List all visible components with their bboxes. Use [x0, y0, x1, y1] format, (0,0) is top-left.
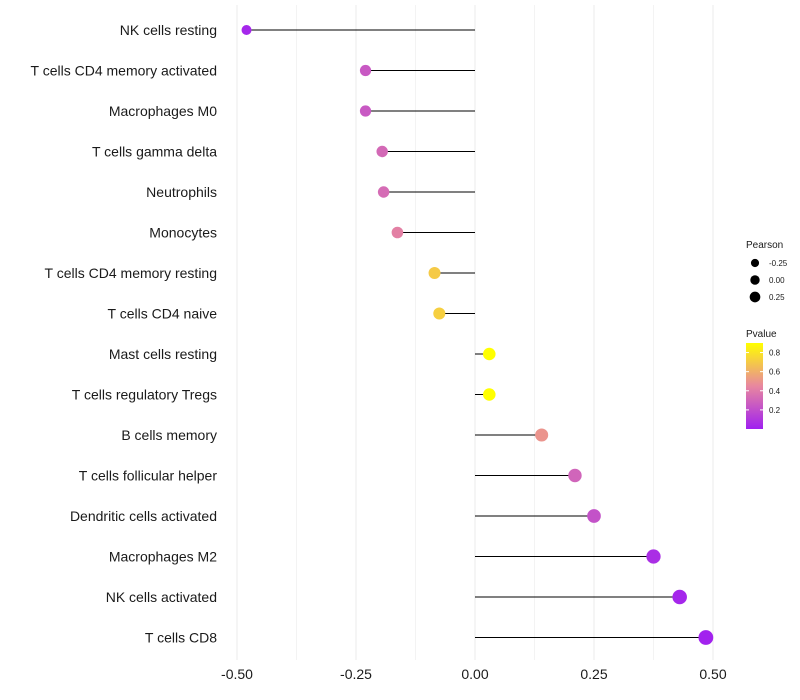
dots	[241, 25, 714, 645]
data-point	[433, 307, 446, 320]
color-legend-bar	[746, 343, 763, 429]
data-point	[391, 226, 404, 239]
data-point	[535, 428, 549, 442]
y-axis-label: T cells CD8	[145, 630, 217, 646]
x-tick-label: 0.25	[580, 666, 607, 682]
data-point	[483, 388, 496, 401]
data-point	[587, 509, 601, 523]
grid	[236, 5, 714, 660]
y-axis-labels: NK cells resting T cells CD4 memory activ…	[31, 22, 218, 646]
size-legend-label: 0.25	[769, 293, 785, 302]
x-tick-label: 0.00	[461, 666, 488, 682]
y-axis-label: Macrophages M2	[109, 549, 217, 565]
stems	[246, 29, 706, 638]
y-axis-label: Macrophages M0	[109, 103, 217, 119]
x-axis-ticks: -0.50 -0.25 0.00 0.25 0.50	[221, 666, 727, 682]
color-legend-title: Pvalue	[746, 329, 777, 340]
y-axis-label: T cells regulatory Tregs	[72, 387, 217, 403]
data-point	[377, 186, 390, 198]
y-axis-label: Neutrophils	[146, 184, 217, 200]
size-legend-dot	[750, 275, 760, 285]
y-axis-label: B cells memory	[121, 427, 217, 443]
legend: Pearson -0.25 0.00 0.25 Pvalue 0.8 0.6 0.4 0.2	[746, 240, 788, 429]
size-legend-dot	[749, 291, 761, 303]
color-legend-label: 0.6	[769, 368, 781, 377]
data-point	[359, 105, 372, 117]
data-point	[428, 267, 441, 279]
y-axis-label: Mast cells resting	[109, 346, 217, 362]
data-point	[646, 549, 661, 564]
data-point	[359, 64, 372, 77]
color-legend-label: 0.2	[769, 406, 781, 415]
x-tick-label: 0.50	[699, 666, 726, 682]
size-legend-title: Pearson	[746, 240, 783, 251]
color-legend-label: 0.4	[769, 387, 781, 396]
y-axis-label: Monocytes	[149, 225, 217, 241]
size-legend-dot	[750, 258, 760, 268]
x-tick-label: -0.25	[340, 666, 372, 682]
data-point	[483, 347, 496, 361]
data-point	[568, 468, 582, 483]
data-point	[376, 145, 388, 158]
y-axis-label: NK cells resting	[120, 22, 217, 38]
y-axis-label: T cells follicular helper	[79, 468, 218, 484]
y-axis-label: T cells CD4 memory resting	[45, 265, 217, 281]
y-axis-label: NK cells activated	[106, 589, 217, 605]
data-point	[241, 25, 252, 35]
data-point	[698, 630, 714, 645]
size-legend-label: -0.25	[769, 259, 788, 268]
y-axis-label: T cells CD4 naive	[108, 306, 218, 322]
color-legend-label: 0.8	[769, 349, 781, 358]
data-point	[672, 589, 687, 605]
y-axis-label: T cells gamma delta	[92, 144, 217, 160]
y-axis-label: Dendritic cells activated	[70, 508, 217, 524]
y-axis-label: T cells CD4 memory activated	[31, 63, 217, 79]
x-tick-label: -0.50	[221, 666, 253, 682]
size-legend-label: 0.00	[769, 276, 785, 285]
